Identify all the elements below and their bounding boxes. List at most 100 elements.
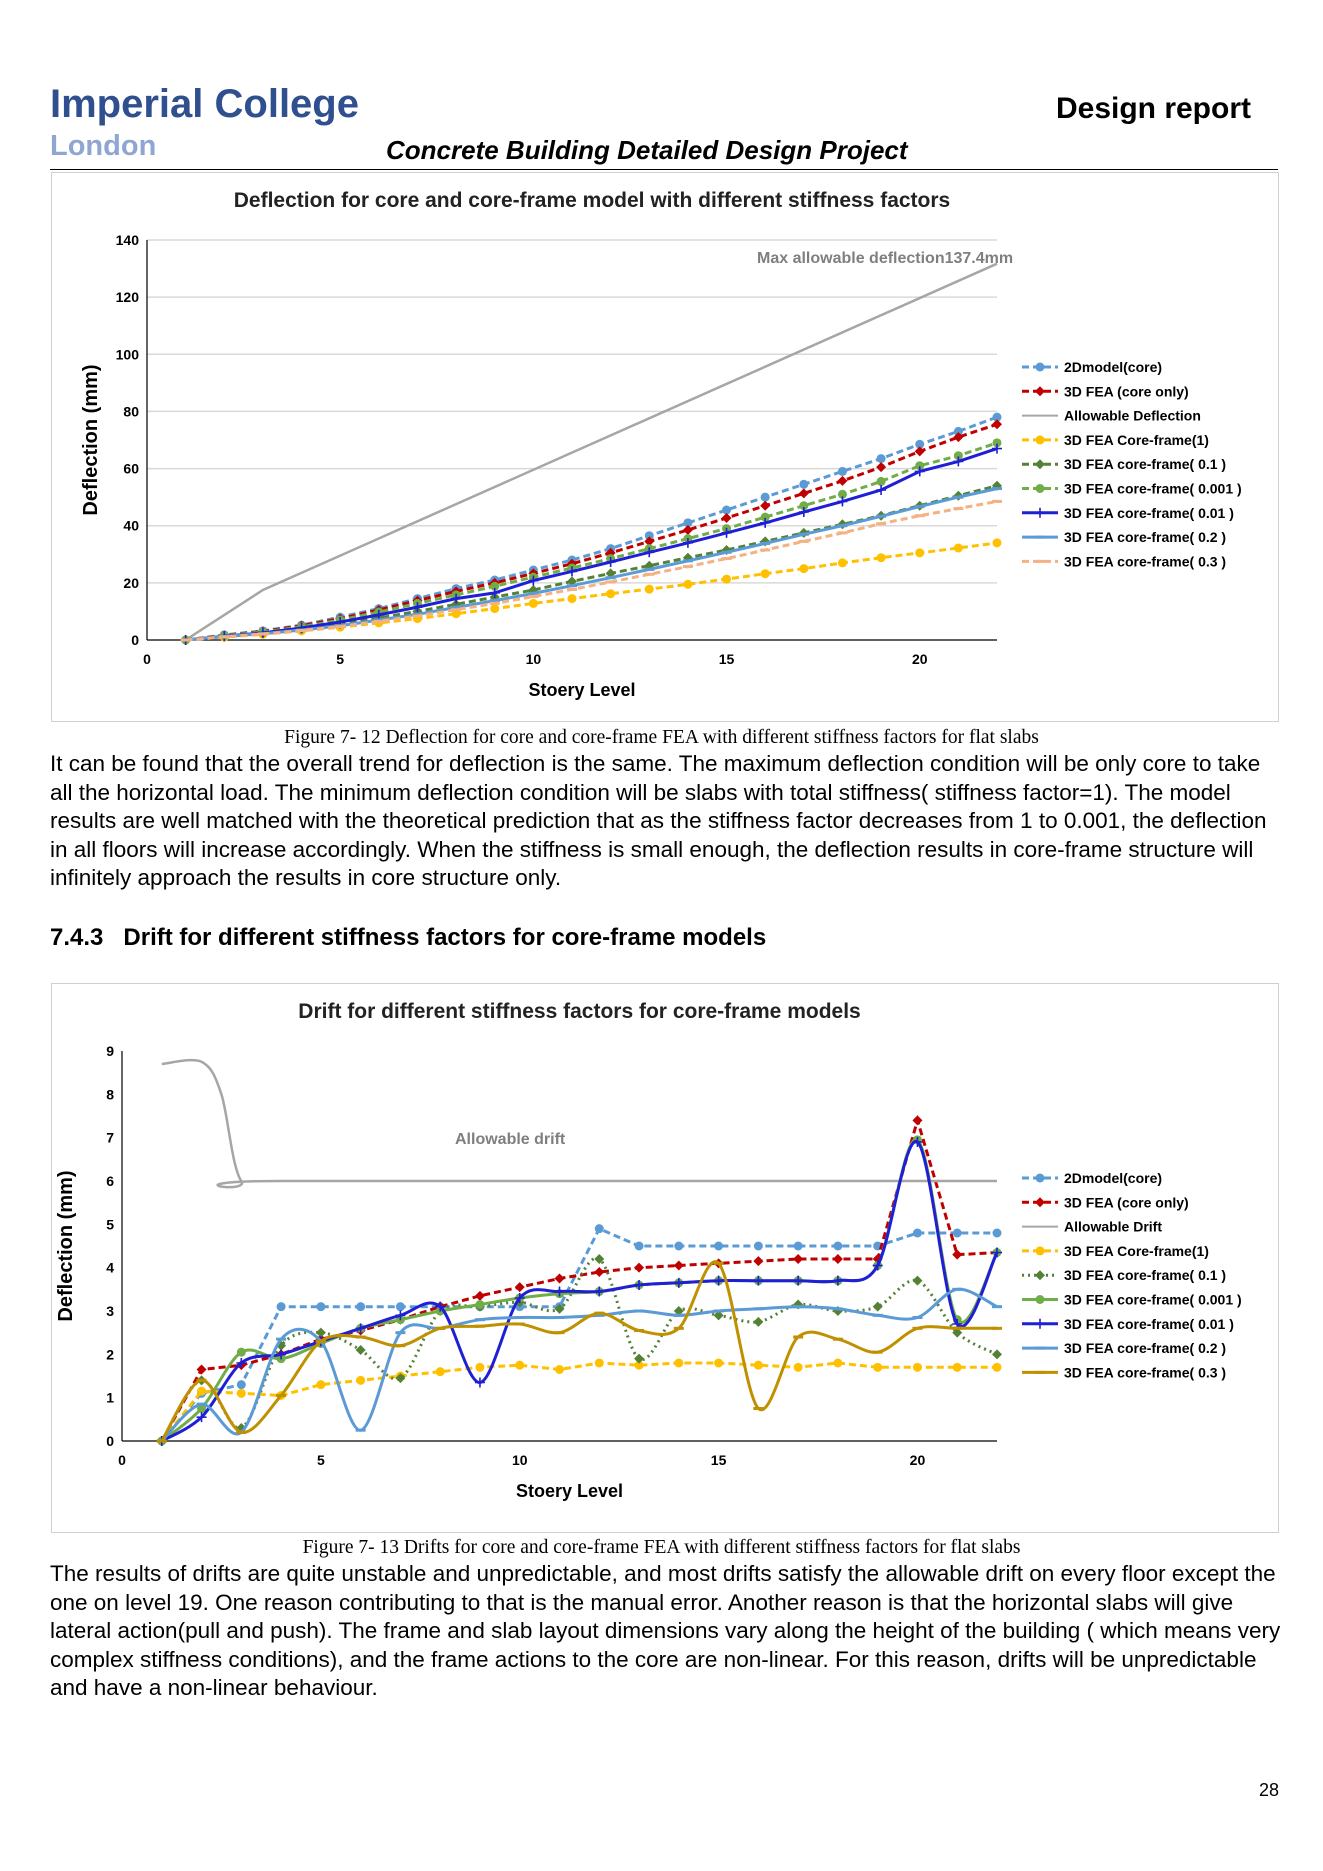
drift-chart-svg: Drift for different stiffness factors fo… bbox=[55, 1000, 1242, 1501]
data-point bbox=[605, 576, 616, 580]
chart-title: Deflection for core and core-frame model… bbox=[234, 189, 950, 212]
data-point bbox=[196, 1364, 207, 1375]
data-point bbox=[753, 1316, 764, 1327]
data-point bbox=[606, 589, 616, 599]
legend-item: 3D FEA core-frame( 0.001 ) bbox=[1022, 481, 1242, 497]
data-point bbox=[992, 1349, 1002, 1360]
institution-logo-line1: Imperial College bbox=[50, 82, 359, 126]
y-tick-label: 1 bbox=[106, 1390, 114, 1406]
legend-item: 3D FEA (core only) bbox=[1022, 1194, 1189, 1210]
data-point bbox=[953, 432, 964, 443]
data-point bbox=[872, 1313, 883, 1317]
series-line bbox=[161, 1058, 997, 1189]
data-point bbox=[196, 1412, 207, 1423]
data-point bbox=[554, 1303, 565, 1314]
section-title: Drift for different stiffness factors fo… bbox=[123, 924, 767, 951]
y-tick-label: 20 bbox=[123, 575, 139, 591]
legend-marker bbox=[1035, 1295, 1045, 1304]
legend-item: 2Dmodel(core) bbox=[1022, 1170, 1162, 1186]
data-point bbox=[992, 419, 1002, 430]
x-tick-label: 20 bbox=[910, 1452, 926, 1468]
data-point bbox=[594, 1313, 605, 1317]
data-point bbox=[992, 1247, 1002, 1258]
data-point bbox=[236, 1388, 246, 1398]
data-point bbox=[992, 538, 1002, 548]
series-line bbox=[160, 1226, 997, 1442]
legend-label: 3D FEA core-frame( 0.2 ) bbox=[1064, 1340, 1226, 1356]
data-point bbox=[876, 454, 886, 464]
data-point bbox=[721, 557, 732, 561]
x-tick-label: 20 bbox=[912, 651, 928, 667]
deflection-chart: Deflection for core and core-frame model… bbox=[51, 172, 1279, 722]
series-line bbox=[184, 262, 998, 642]
data-point bbox=[912, 1326, 923, 1330]
series-line bbox=[185, 441, 998, 642]
data-point bbox=[837, 558, 847, 568]
data-point bbox=[912, 1316, 923, 1319]
data-point bbox=[837, 496, 848, 507]
y-tick-label: 4 bbox=[106, 1260, 114, 1276]
data-point bbox=[355, 1428, 366, 1432]
legend-label: 3D FEA core-frame( 0.3 ) bbox=[1064, 1364, 1226, 1380]
data-point bbox=[356, 1375, 366, 1385]
data-point bbox=[793, 1335, 804, 1339]
legend-marker bbox=[1035, 1246, 1045, 1256]
data-point bbox=[276, 1337, 287, 1341]
x-tick-label: 5 bbox=[336, 651, 344, 667]
data-point bbox=[753, 1360, 763, 1370]
data-point bbox=[992, 443, 1002, 454]
data-point bbox=[528, 595, 539, 599]
legend-marker bbox=[1035, 1318, 1045, 1329]
legend-item: 3D FEA core-frame( 0.3 ) bbox=[1022, 553, 1226, 569]
data-point bbox=[673, 1277, 684, 1288]
data-point bbox=[412, 612, 423, 616]
data-point bbox=[236, 1430, 247, 1434]
data-point bbox=[721, 527, 732, 538]
document-type: Design report bbox=[1055, 92, 1251, 125]
legend-item: 3D FEA core-frame( 0.2 ) bbox=[1022, 529, 1226, 545]
data-point bbox=[876, 485, 887, 495]
legend-label: 3D FEA core-frame( 0.001 ) bbox=[1064, 1292, 1242, 1308]
data-point bbox=[952, 1362, 962, 1372]
data-point bbox=[673, 1306, 684, 1316]
data-point bbox=[876, 514, 887, 518]
header-rule bbox=[50, 169, 1278, 170]
data-point bbox=[713, 1261, 724, 1265]
legend-item: Allowable Deflection bbox=[1022, 408, 1201, 424]
y-tick-label: 8 bbox=[106, 1086, 114, 1102]
data-point bbox=[395, 1331, 406, 1335]
project-title: Concrete Building Detailed Design Projec… bbox=[386, 135, 908, 165]
data-point bbox=[793, 1254, 804, 1264]
x-axis-label: Stoery Level bbox=[516, 1481, 623, 1501]
data-point bbox=[196, 1378, 207, 1382]
legend-item: 3D FEA Core-frame(1) bbox=[1022, 432, 1209, 448]
drift-chart: Drift for different stiffness factors fo… bbox=[51, 983, 1279, 1533]
data-point bbox=[793, 1305, 804, 1309]
x-tick-label: 10 bbox=[526, 651, 542, 667]
legend-item: 3D FEA core-frame( 0.3 ) bbox=[1022, 1364, 1226, 1380]
data-point bbox=[673, 1326, 684, 1330]
data-point bbox=[197, 1386, 207, 1396]
paragraph-text-1: It can be found that the overall trend f… bbox=[50, 751, 1267, 891]
data-point bbox=[914, 446, 925, 457]
data-point bbox=[714, 1241, 724, 1251]
data-point bbox=[753, 1241, 763, 1251]
data-point bbox=[395, 1310, 406, 1321]
paragraph-text-2: The results of drifts are quite unstable… bbox=[50, 1561, 1281, 1701]
x-tick-label: 5 bbox=[317, 1452, 325, 1468]
data-point bbox=[753, 1307, 764, 1311]
series-1 bbox=[180, 419, 1002, 645]
data-point bbox=[605, 557, 616, 567]
legend-label: 3D FEA core-frame( 0.1 ) bbox=[1064, 456, 1226, 472]
data-point bbox=[721, 513, 732, 523]
data-point bbox=[713, 1275, 724, 1286]
data-point bbox=[475, 1300, 485, 1309]
legend-marker bbox=[1035, 559, 1045, 563]
legend-marker bbox=[1035, 484, 1045, 493]
legend-item: 3D FEA core-frame( 0.001 ) bbox=[1022, 1292, 1242, 1308]
data-point bbox=[634, 1241, 644, 1251]
data-point bbox=[395, 1344, 406, 1348]
body-paragraph-1: It can be found that the overall trend f… bbox=[50, 750, 1285, 893]
data-point bbox=[798, 507, 809, 517]
x-axis-label: Stoery Level bbox=[528, 680, 635, 700]
